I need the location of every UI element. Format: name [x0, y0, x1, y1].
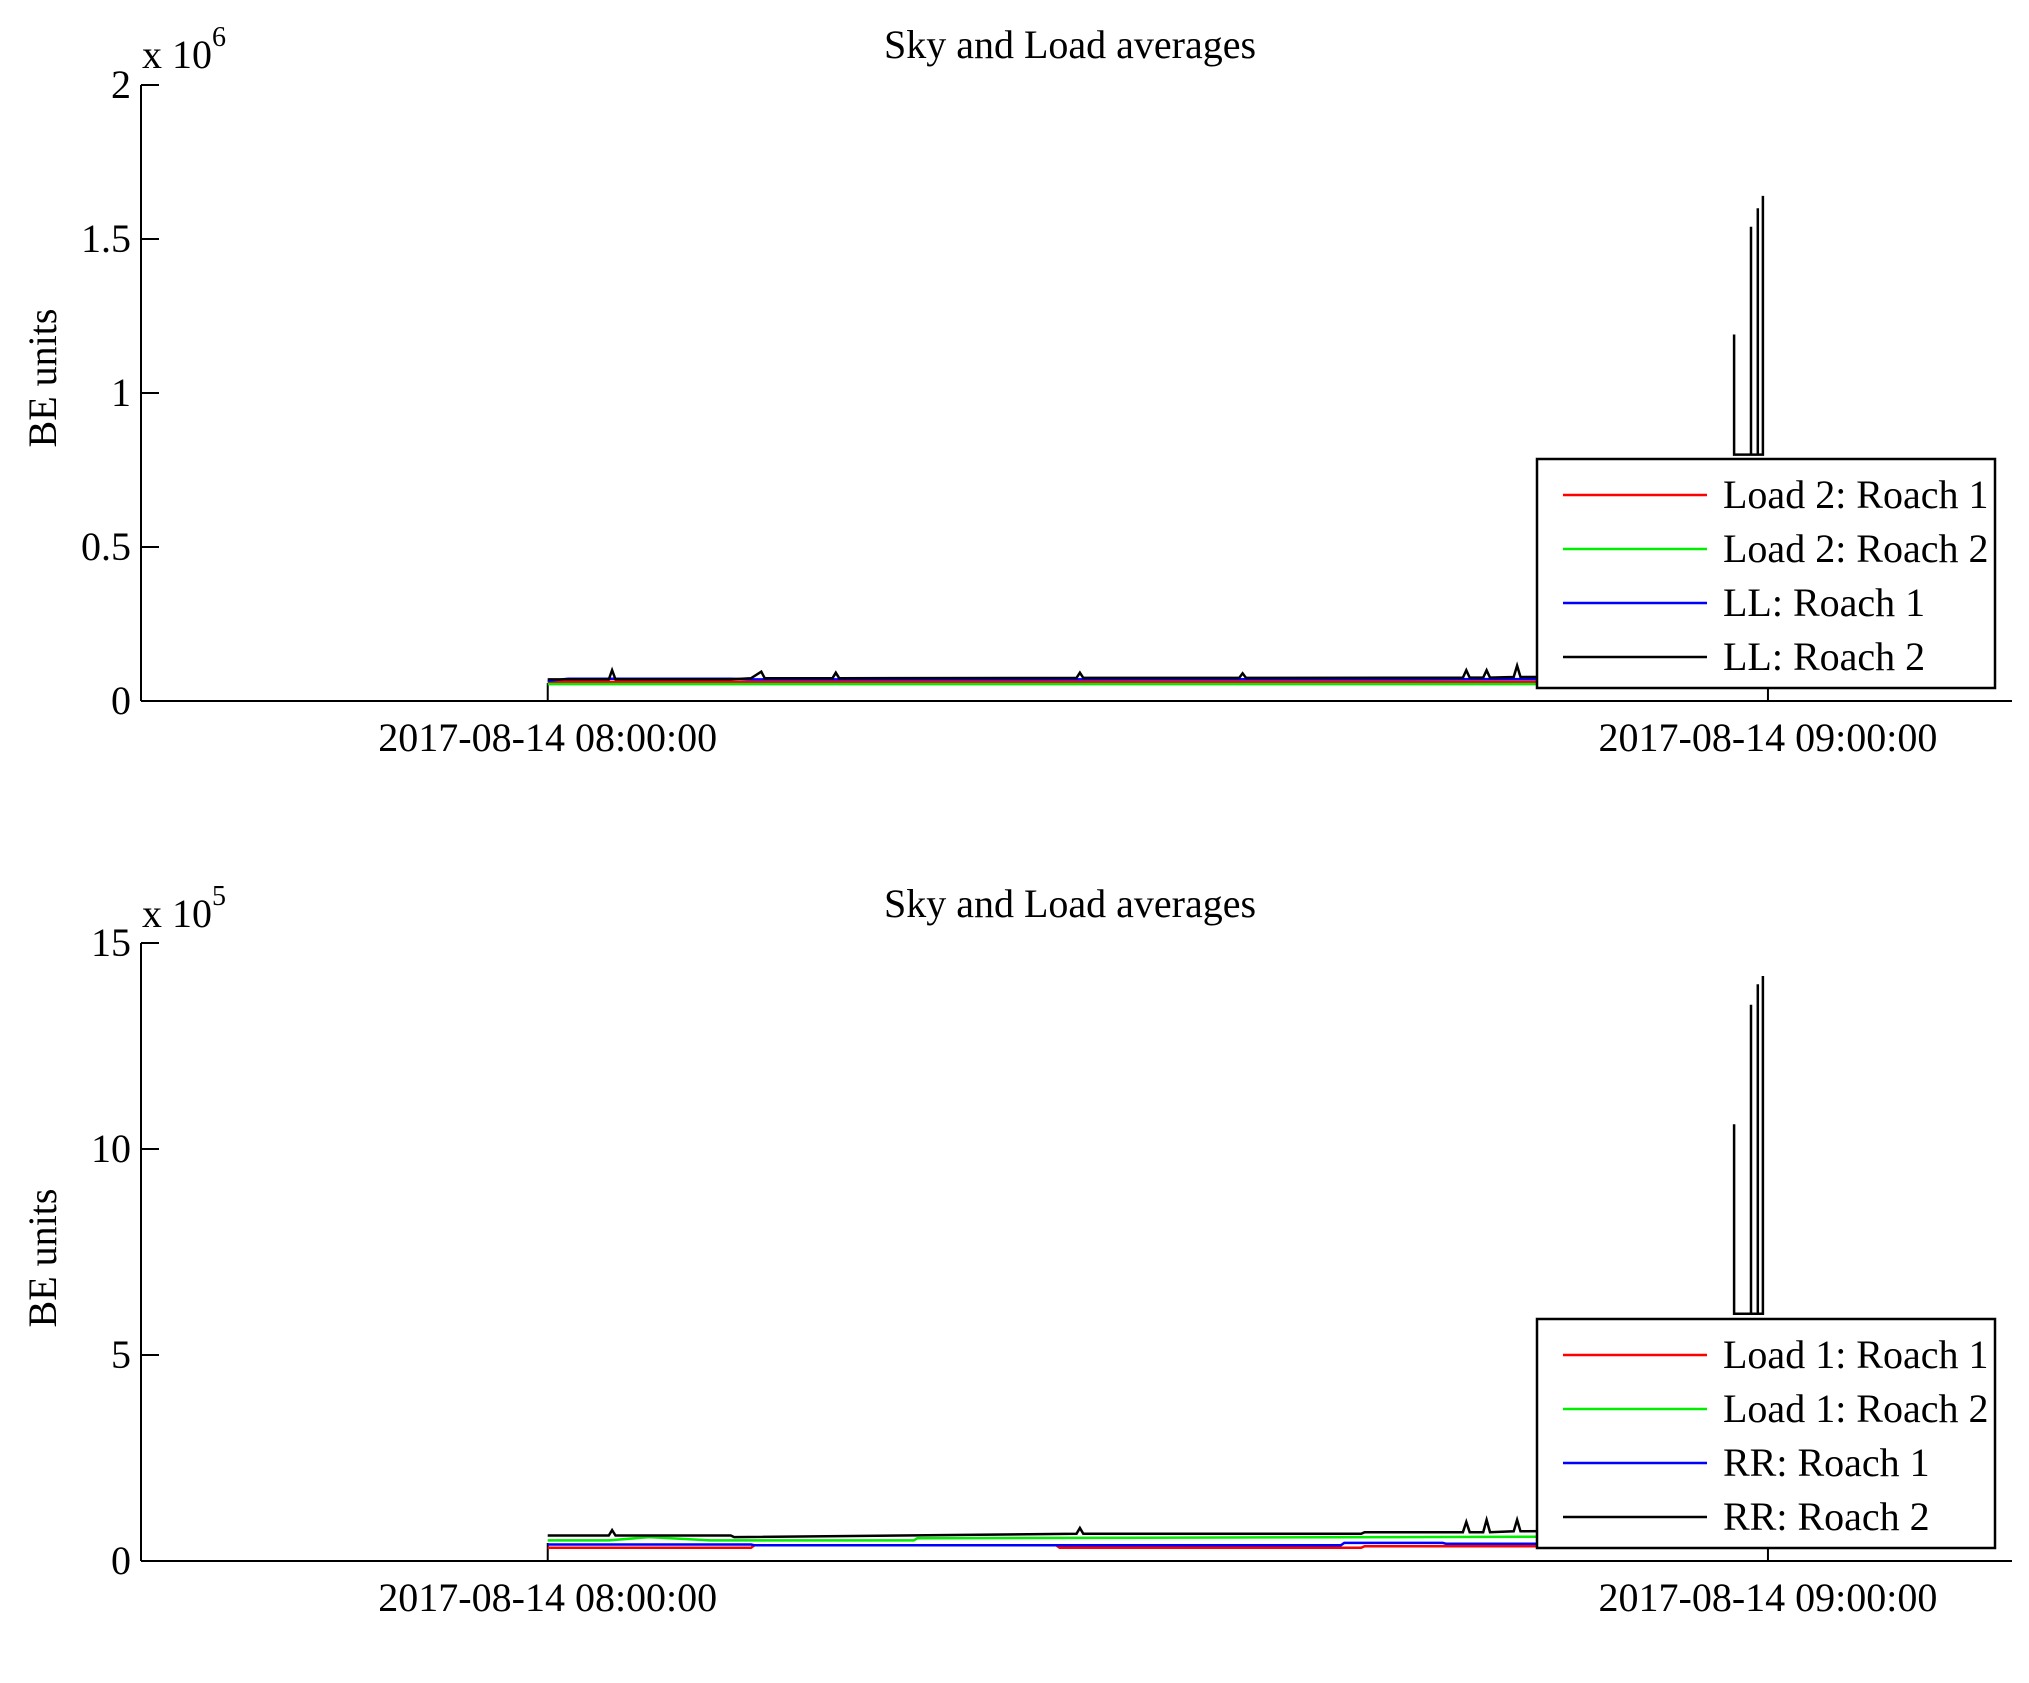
top-legend-label: Load 2: Roach 2 — [1723, 526, 1989, 571]
top-chart-title: Sky and Load averages — [884, 22, 1256, 67]
bottom-y-exponent: x 105 — [142, 881, 226, 936]
top-x-tick-label: 2017-08-14 08:00:00 — [378, 715, 717, 760]
bottom-chart-title: Sky and Load averages — [884, 881, 1256, 926]
bottom-legend-box — [1535, 1317, 1997, 1550]
top-y-tick-label: 2 — [111, 62, 131, 107]
bottom-chart-panel: Sky and Load averages x 105 BE units 0 5 1… — [20, 881, 2012, 1620]
bottom-plot-area — [547, 976, 1765, 1550]
bottom-series-rr-roach-2 — [547, 1515, 1728, 1539]
top-series-ll-roach-2 — [547, 661, 1728, 681]
bottom-x-tick-label: 2017-08-14 09:00:00 — [1599, 1575, 1938, 1620]
top-y-exponent: x 106 — [142, 22, 226, 77]
top-y-axis-label: BE units — [20, 309, 65, 448]
top-legend-label: Load 2: Roach 1 — [1723, 472, 1989, 517]
bottom-axes — [140, 943, 2012, 1562]
bottom-legend: Load 1: Roach 1 Load 1: Roach 2 RR: Roach … — [1535, 1317, 1997, 1550]
bottom-y-tick-label: 10 — [91, 1126, 131, 1171]
bottom-legend-label: RR: Roach 1 — [1723, 1440, 1930, 1485]
top-legend-label: LL: Roach 1 — [1723, 580, 1925, 625]
top-series-ll-roach-2-spikes — [1732, 195, 1765, 456]
bottom-series-rr-roach-1 — [547, 1541, 1728, 1547]
bottom-legend-label: Load 1: Roach 2 — [1723, 1386, 1989, 1431]
top-plot-area — [547, 195, 1765, 686]
bottom-legend-label: Load 1: Roach 1 — [1723, 1332, 1989, 1377]
top-y-tick-label: 0.5 — [81, 524, 131, 569]
top-legend-label: LL: Roach 2 — [1723, 634, 1925, 679]
bottom-series-load-1-roach-2 — [547, 1535, 1728, 1542]
top-y-tick-label: 0 — [111, 678, 131, 723]
bottom-y-tick-label: 5 — [111, 1332, 131, 1377]
top-y-tick-label: 1 — [111, 370, 131, 415]
bottom-legend-label: RR: Roach 2 — [1723, 1494, 1930, 1539]
bottom-x-tick-label: 2017-08-14 08:00:00 — [378, 1575, 717, 1620]
top-y-tick-label: 1.5 — [81, 216, 131, 261]
bottom-y-axis-label: BE units — [20, 1189, 65, 1328]
bottom-ticks: 0 5 10 15 2017-08-14 08:00:00 2017-08-14 09:0… — [91, 920, 1937, 1620]
bottom-y-tick-label: 0 — [111, 1538, 131, 1583]
bottom-y-tick-label: 15 — [91, 920, 131, 965]
top-legend: Load 2: Roach 1 Load 2: Roach 2 LL: Roach … — [1535, 457, 1997, 690]
top-ticks: 0 0.5 1 1.5 2 2017-08-14 08:00:00 2017-08-14 0… — [81, 62, 1937, 760]
top-x-tick-label: 2017-08-14 09:00:00 — [1599, 715, 1938, 760]
top-chart-panel: Sky and Load averages x 106 BE units 0 0.… — [20, 22, 2012, 760]
bottom-series-rr-roach-2-spikes — [1732, 976, 1765, 1316]
top-legend-box — [1535, 457, 1997, 690]
